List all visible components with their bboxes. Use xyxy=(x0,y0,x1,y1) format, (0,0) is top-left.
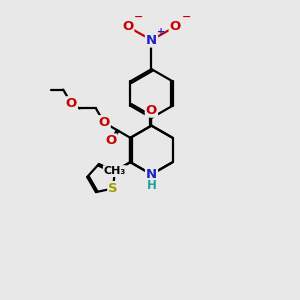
Text: H: H xyxy=(146,179,156,192)
Text: N: N xyxy=(146,34,157,46)
Text: −: − xyxy=(182,12,191,22)
Text: O: O xyxy=(66,97,77,110)
Text: O: O xyxy=(146,104,157,117)
Text: +: + xyxy=(157,27,165,37)
Text: O: O xyxy=(122,20,133,33)
Text: CH₃: CH₃ xyxy=(104,166,126,176)
Text: N: N xyxy=(146,168,157,181)
Text: O: O xyxy=(98,116,110,129)
Text: S: S xyxy=(108,182,118,195)
Text: −: − xyxy=(134,12,144,22)
Text: O: O xyxy=(169,20,181,33)
Text: O: O xyxy=(105,134,116,147)
